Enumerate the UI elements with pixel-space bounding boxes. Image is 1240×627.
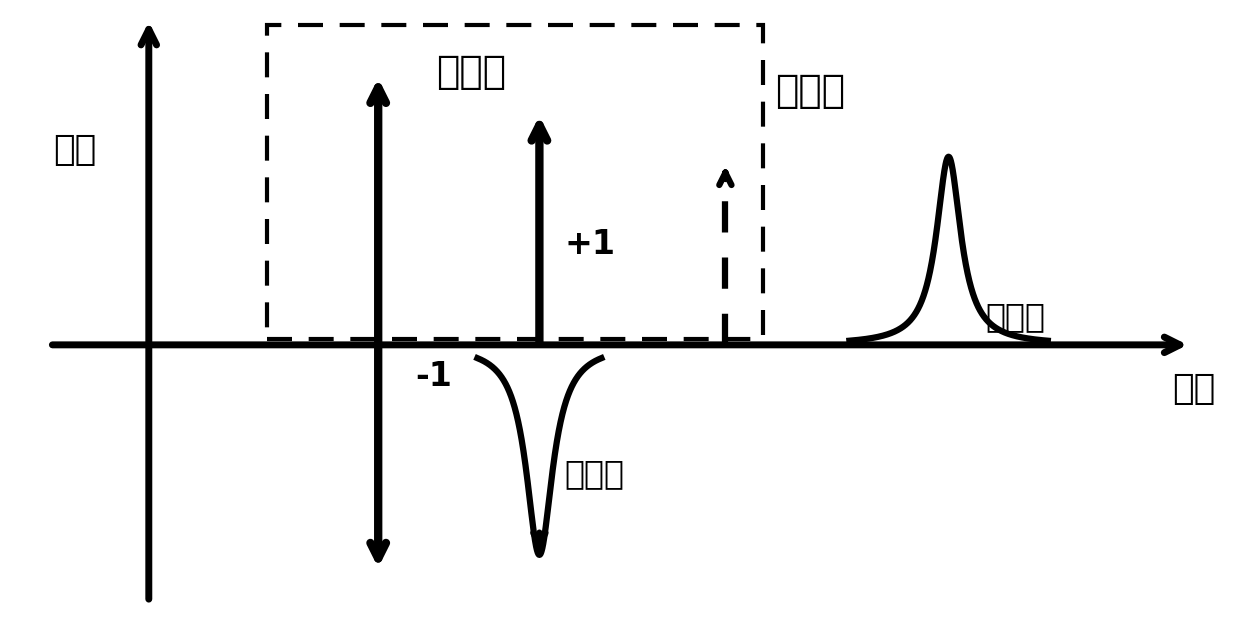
Text: 泵浦光: 泵浦光 [775, 72, 846, 110]
Text: +1: +1 [564, 228, 615, 261]
Text: 损耗谱: 损耗谱 [564, 457, 624, 490]
Bar [267, 25, 763, 339]
Text: 增益谱: 增益谱 [986, 300, 1045, 333]
Text: 波长: 波长 [1172, 372, 1215, 406]
Text: 信号光: 信号光 [436, 53, 506, 91]
Text: 幅度: 幅度 [53, 134, 95, 167]
Text: -1: -1 [415, 360, 453, 393]
